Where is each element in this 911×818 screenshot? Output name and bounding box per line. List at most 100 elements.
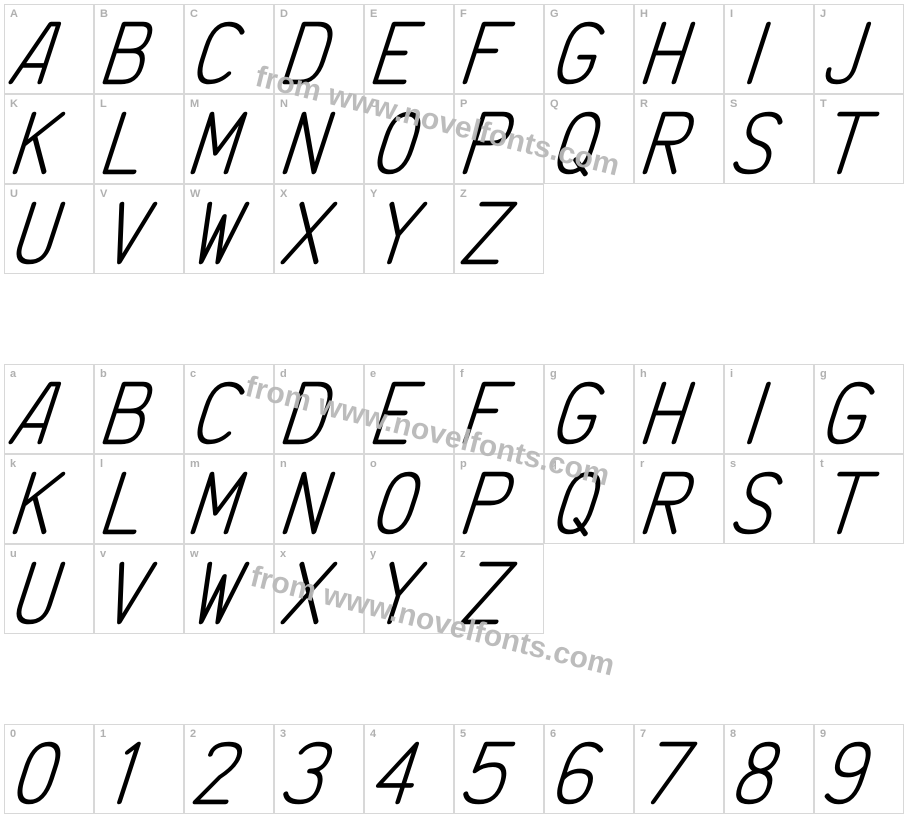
- cell-label: I: [730, 8, 733, 20]
- glyph-cell: r: [634, 454, 724, 544]
- glyph: [468, 562, 530, 624]
- glyph-cell: l: [94, 454, 184, 544]
- glyph: [18, 112, 80, 174]
- glyph-cell: B: [94, 4, 184, 94]
- empty-cell: [634, 184, 724, 274]
- glyph: [468, 112, 530, 174]
- row-spacer: [4, 274, 904, 286]
- glyph-cell: K: [4, 94, 94, 184]
- cell-label: w: [190, 548, 199, 560]
- glyph: [18, 562, 80, 624]
- cell-label: F: [460, 8, 467, 20]
- empty-cell: [814, 544, 904, 634]
- cell-label: G: [550, 8, 559, 20]
- glyph-cell: 9: [814, 724, 904, 814]
- glyph: [108, 112, 170, 174]
- glyph: [288, 112, 350, 174]
- glyph: [288, 22, 350, 84]
- glyph-cell: g: [544, 364, 634, 454]
- empty-cell: [724, 544, 814, 634]
- glyph: [198, 202, 260, 264]
- glyph: [288, 472, 350, 534]
- cell-label: f: [460, 368, 464, 380]
- cell-label: H: [640, 8, 648, 20]
- cell-label: E: [370, 8, 377, 20]
- glyph: [18, 742, 80, 804]
- cell-label: J: [820, 8, 826, 20]
- glyph: [288, 742, 350, 804]
- cell-label: T: [820, 98, 827, 110]
- glyph-cell: L: [94, 94, 184, 184]
- glyph-cell: U: [4, 184, 94, 274]
- glyph-cell: z: [454, 544, 544, 634]
- glyph: [288, 202, 350, 264]
- glyph-cell: i: [724, 364, 814, 454]
- glyph: [18, 22, 80, 84]
- glyph: [738, 742, 800, 804]
- glyph: [738, 22, 800, 84]
- cell-label: 9: [820, 728, 826, 740]
- glyph-cell: F: [454, 4, 544, 94]
- glyph-cell: h: [634, 364, 724, 454]
- glyph-cell: k: [4, 454, 94, 544]
- glyph: [828, 112, 890, 174]
- glyph-cell: u: [4, 544, 94, 634]
- cell-label: q: [550, 458, 557, 470]
- cell-label: X: [280, 188, 287, 200]
- glyph-cell: J: [814, 4, 904, 94]
- glyph-cell: I: [724, 4, 814, 94]
- glyph-cell: H: [634, 4, 724, 94]
- glyph-cell: V: [94, 184, 184, 274]
- cell-label: 1: [100, 728, 106, 740]
- glyph: [558, 22, 620, 84]
- cell-label: l: [100, 458, 103, 470]
- glyph: [108, 382, 170, 444]
- glyph-cell: e: [364, 364, 454, 454]
- cell-label: r: [640, 458, 644, 470]
- glyph-cell: S: [724, 94, 814, 184]
- glyph: [468, 202, 530, 264]
- cell-label: Q: [550, 98, 559, 110]
- glyph: [198, 472, 260, 534]
- glyph: [468, 382, 530, 444]
- glyph: [558, 112, 620, 174]
- cell-label: P: [460, 98, 467, 110]
- glyph-cell: s: [724, 454, 814, 544]
- empty-cell: [634, 544, 724, 634]
- glyph: [378, 742, 440, 804]
- cell-label: Y: [370, 188, 377, 200]
- cell-label: v: [100, 548, 106, 560]
- glyph-cell: W: [184, 184, 274, 274]
- cell-label: i: [730, 368, 733, 380]
- cell-label: h: [640, 368, 647, 380]
- glyph: [468, 742, 530, 804]
- cell-label: 2: [190, 728, 196, 740]
- glyph: [558, 382, 620, 444]
- cell-label: 4: [370, 728, 376, 740]
- cell-label: 6: [550, 728, 556, 740]
- glyph-cell: 7: [634, 724, 724, 814]
- glyph-cell: X: [274, 184, 364, 274]
- glyph-cell: p: [454, 454, 544, 544]
- glyph: [738, 472, 800, 534]
- glyph-cell: Q: [544, 94, 634, 184]
- cell-label: n: [280, 458, 287, 470]
- glyph: [468, 22, 530, 84]
- cell-label: s: [730, 458, 736, 470]
- glyph-cell: v: [94, 544, 184, 634]
- cell-label: b: [100, 368, 107, 380]
- glyph: [18, 382, 80, 444]
- glyph: [108, 742, 170, 804]
- cell-label: y: [370, 548, 376, 560]
- glyph-cell: O: [364, 94, 454, 184]
- glyph: [648, 382, 710, 444]
- cell-label: z: [460, 548, 466, 560]
- glyph-cell: C: [184, 4, 274, 94]
- glyph-cell: g: [814, 364, 904, 454]
- glyph-cell: M: [184, 94, 274, 184]
- glyph-cell: a: [4, 364, 94, 454]
- glyph-cell: E: [364, 4, 454, 94]
- glyph: [558, 472, 620, 534]
- glyph-cell: N: [274, 94, 364, 184]
- cell-label: U: [10, 188, 18, 200]
